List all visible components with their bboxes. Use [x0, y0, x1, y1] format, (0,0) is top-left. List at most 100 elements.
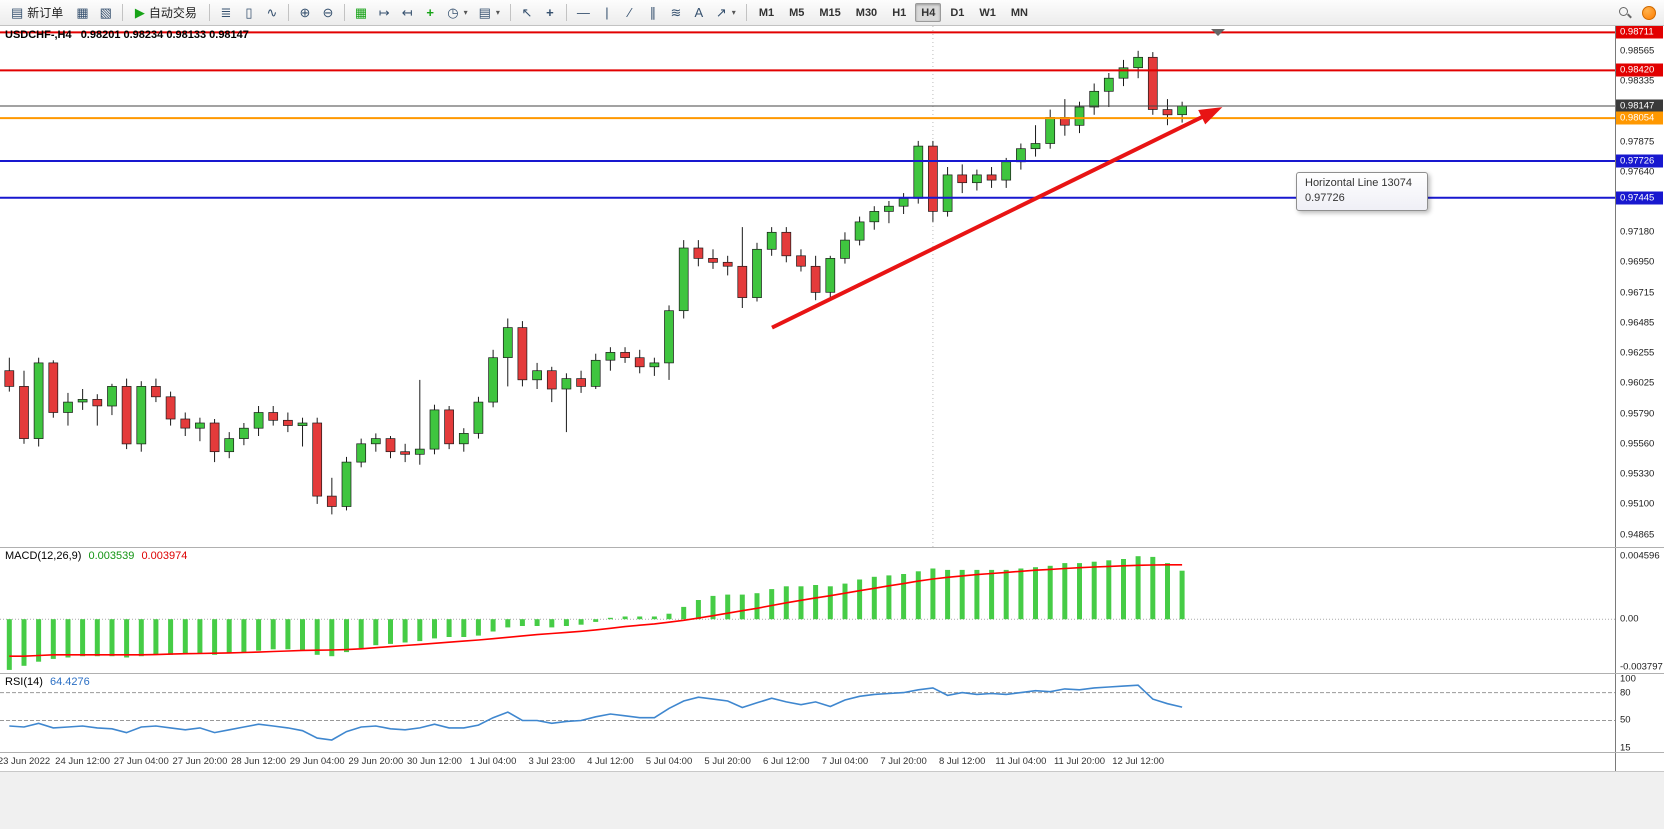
notification-icon[interactable]	[1642, 6, 1656, 20]
bear-candle	[796, 255, 806, 267]
auto-scroll-button[interactable]: ↦	[373, 2, 395, 23]
timeframe-h1[interactable]: H1	[892, 6, 907, 19]
candlestick-chart-button[interactable]: ▯	[238, 2, 260, 23]
macd-histogram-bar	[901, 574, 907, 620]
bull-candle	[664, 310, 674, 364]
time-tick-label: 6 Jul 12:00	[763, 756, 810, 767]
chevron-down-icon: ▾	[463, 8, 468, 17]
rsi-axis[interactable]: 100 80 50 15	[1616, 674, 1664, 752]
rsi-name: RSI(14)	[5, 676, 43, 688]
macd-axis[interactable]: 0.004596 0.00 -0.003797	[1616, 548, 1664, 673]
rsi-line	[9, 684, 1183, 741]
profiles-button[interactable]: ▧	[95, 2, 117, 23]
line-chart-button[interactable]: ∿	[261, 2, 283, 23]
macd-histogram-bar	[1135, 556, 1141, 620]
bear-candle	[576, 378, 586, 387]
horizontal-line-button[interactable]: —	[572, 2, 595, 23]
price-badge-097445: 0.97445	[1616, 191, 1663, 205]
templates-dropdown[interactable]: ▤ ▾	[474, 2, 505, 23]
chart-shift-button[interactable]: ↤	[396, 2, 418, 23]
macd-histogram-bar	[153, 619, 159, 655]
timeframe-m15[interactable]: M15	[819, 6, 841, 19]
periods-icon: ◷	[447, 5, 459, 20]
cursor-button[interactable]: ↖	[516, 2, 538, 23]
macd-signal-value: 0.003974	[141, 550, 188, 562]
rsi-plot[interactable]: RSI(14) 64.4276	[0, 674, 1616, 752]
macd-canvas[interactable]	[0, 548, 1616, 673]
trendline-icon: ∕	[628, 5, 631, 20]
bull-candle	[502, 327, 513, 358]
price-chart-canvas[interactable]	[0, 26, 1616, 547]
macd-histogram-bar	[50, 619, 56, 659]
trend-arrow-head[interactable]	[1198, 100, 1226, 125]
time-tick-label: 5 Jul 04:00	[645, 756, 693, 767]
bull-candle	[766, 231, 777, 250]
bull-candle	[297, 422, 308, 426]
bull-candle	[884, 205, 894, 212]
arrows-dropdown[interactable]: ↗ ▾	[711, 2, 741, 23]
tooltip-value: 0.97726	[1305, 192, 1345, 204]
new-chart-button[interactable]: ▦	[71, 2, 93, 23]
timeframe-m5[interactable]: M5	[789, 6, 805, 19]
bull-candle	[33, 362, 44, 439]
bull-candle	[195, 422, 205, 429]
rsi-tick-label: 100	[1620, 674, 1636, 685]
zoom-in-button[interactable]: ⊕	[294, 2, 316, 23]
crosshair-button[interactable]: +	[539, 2, 561, 23]
bull-candle	[136, 386, 147, 445]
timeframe-m1[interactable]: M1	[758, 6, 775, 19]
tile-windows-button[interactable]: ▦	[350, 2, 372, 23]
fibonacci-button[interactable]: ≋	[665, 2, 687, 23]
trendline-button[interactable]: ∕	[619, 2, 641, 23]
indicators-button[interactable]: +	[419, 2, 441, 23]
time-axis[interactable]: 23 Jun 2022 24 Jun 12:00 27 Jun 04:00 27 Ju…	[0, 753, 1616, 771]
time-tick-label: 11 Jul 04:00	[995, 756, 1047, 767]
bar-chart-button[interactable]: ≣	[215, 2, 237, 23]
bear-candle	[151, 386, 161, 398]
macd-plot[interactable]: MACD(12,26,9) 0.003539 0.003974	[0, 548, 1616, 673]
bull-candle	[239, 427, 249, 439]
new-order-button[interactable]: ▤ 新订单	[4, 2, 70, 23]
timeframe-mn[interactable]: MN	[1010, 6, 1028, 19]
auto-trading-button[interactable]: ▶ 自动交易	[128, 2, 204, 23]
chart-shift-marker[interactable]	[1211, 29, 1225, 36]
bear-candle	[180, 418, 191, 429]
rsi-tick-label: 50	[1620, 714, 1631, 726]
channel-button[interactable]: ∥	[642, 2, 664, 23]
macd-histogram-bar	[138, 619, 144, 657]
macd-histogram-bar	[827, 586, 833, 620]
timeframe-h4[interactable]: H4	[915, 3, 942, 22]
bull-candle	[77, 399, 88, 403]
chevron-down-icon: ▾	[731, 8, 736, 17]
crosshair-icon: +	[546, 5, 554, 20]
rsi-canvas[interactable]	[0, 674, 1616, 752]
bull-candle	[458, 433, 469, 445]
trend-arrow-line[interactable]	[771, 112, 1209, 330]
bull-candle	[532, 370, 542, 381]
price-plot[interactable]: USDCHF-,H4 0.98201 0.98234 0.98133 0.981…	[0, 26, 1616, 547]
text-button[interactable]: A	[688, 2, 710, 23]
line-chart-icon: ∿	[266, 5, 278, 20]
macd-histogram-bar	[358, 619, 364, 648]
tooltip-title: Horizontal Line 13074	[1305, 177, 1413, 189]
time-tick-label: 3 Jul 23:00	[528, 756, 575, 767]
bull-candle	[590, 359, 601, 387]
search-icon[interactable]	[1618, 6, 1633, 21]
timeframe-m30[interactable]: M30	[855, 6, 878, 19]
timeframe-d1[interactable]: D1	[950, 6, 965, 19]
macd-histogram-bar	[475, 619, 481, 636]
vertical-line-icon: |	[605, 5, 609, 20]
timeframe-w1[interactable]: W1	[979, 6, 996, 19]
bear-candle	[928, 145, 938, 212]
periods-dropdown[interactable]: ◷ ▾	[442, 2, 472, 23]
zoom-out-button[interactable]: ⊖	[317, 2, 339, 23]
macd-histogram-bar	[490, 619, 496, 632]
play-icon: ▶	[134, 5, 145, 20]
bull-candle	[224, 438, 235, 453]
price-axis[interactable]: 0.985650.983350.978750.976400.974100.971…	[1616, 26, 1664, 547]
price-tick-label: 0.97875	[1620, 136, 1655, 148]
macd-histogram-bar	[344, 619, 349, 653]
vertical-line-button[interactable]: |	[596, 2, 618, 23]
fibonacci-icon: ≋	[670, 5, 682, 20]
